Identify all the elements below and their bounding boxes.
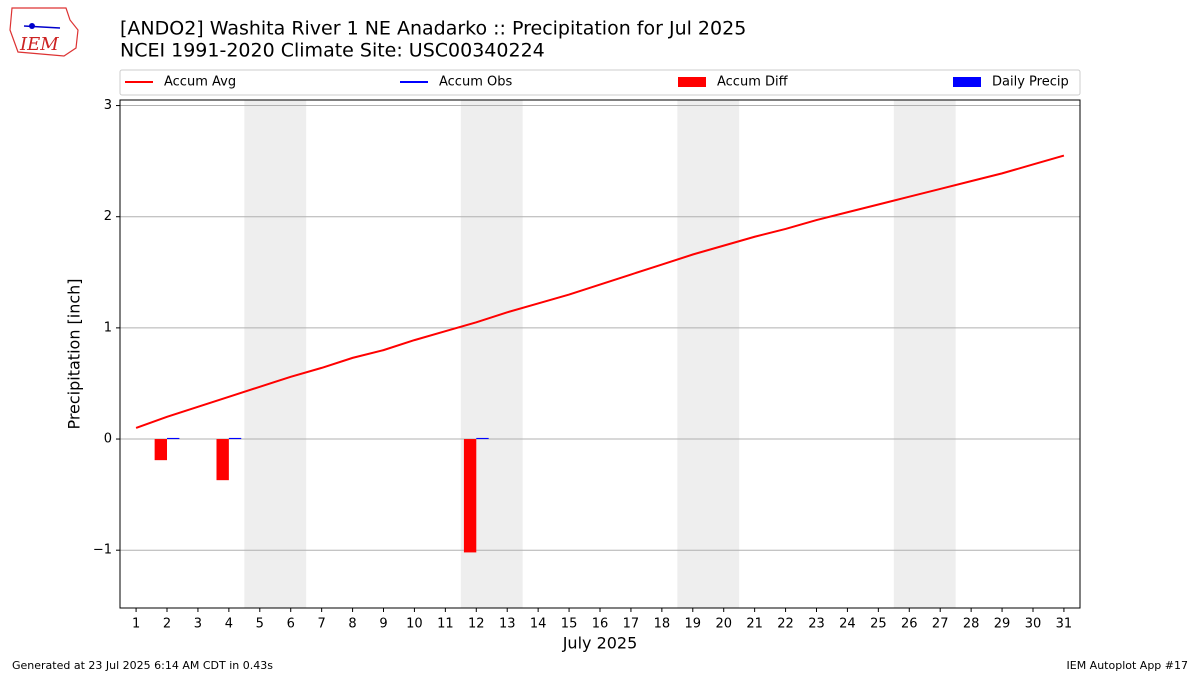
x-tick-label: 22 bbox=[777, 617, 794, 632]
chart-title: [ANDO2] Washita River 1 NE Anadarko :: P… bbox=[120, 18, 746, 40]
y-tick-label: 0 bbox=[104, 432, 112, 447]
x-tick-label: 6 bbox=[287, 617, 295, 632]
weekend-band bbox=[244, 100, 307, 608]
bar bbox=[476, 437, 489, 440]
bar bbox=[228, 437, 242, 440]
legend-box bbox=[119, 69, 1081, 96]
x-tick-label: 17 bbox=[623, 617, 640, 632]
x-tick-label: 2 bbox=[163, 617, 171, 632]
footer-right: IEM Autoplot App #17 bbox=[1067, 659, 1189, 672]
y-tick-label: −1 bbox=[93, 543, 112, 558]
x-tick-label: 30 bbox=[1025, 617, 1042, 632]
legend-label: Accum Avg bbox=[164, 75, 236, 90]
legend-swatch bbox=[953, 77, 981, 87]
legend-label: Accum Diff bbox=[717, 75, 789, 90]
bar bbox=[154, 439, 168, 461]
footer-left: Generated at 23 Jul 2025 6:14 AM CDT in … bbox=[12, 659, 273, 672]
x-tick-label: 27 bbox=[932, 617, 949, 632]
bar bbox=[463, 439, 477, 553]
legend-label: Accum Obs bbox=[439, 75, 512, 90]
x-tick-label: 16 bbox=[592, 617, 609, 632]
chart-subtitle: NCEI 1991-2020 Climate Site: USC00340224 bbox=[120, 40, 545, 62]
y-tick-label: 3 bbox=[104, 98, 112, 113]
x-tick-label: 9 bbox=[379, 617, 387, 632]
bar bbox=[167, 437, 180, 440]
x-tick-label: 23 bbox=[808, 617, 825, 632]
accum-line bbox=[135, 154, 1065, 429]
logo: IEM bbox=[9, 7, 79, 57]
x-tick-label: 11 bbox=[437, 617, 454, 632]
x-tick-label: 19 bbox=[685, 617, 702, 632]
y-tick-label: 2 bbox=[104, 209, 112, 224]
x-tick-label: 18 bbox=[654, 617, 671, 632]
x-tick-label: 1 bbox=[132, 617, 140, 632]
logo-text: IEM bbox=[19, 34, 59, 55]
y-axis-label: Precipitation [inch] bbox=[65, 278, 84, 429]
x-tick-label: 8 bbox=[348, 617, 356, 632]
x-tick-label: 31 bbox=[1056, 617, 1073, 632]
x-tick-label: 21 bbox=[746, 617, 763, 632]
x-tick-label: 14 bbox=[530, 617, 547, 632]
x-tick-label: 7 bbox=[318, 617, 326, 632]
plot-frame bbox=[119, 99, 1081, 609]
legend-swatch bbox=[678, 77, 706, 87]
y-tick-label: 1 bbox=[104, 320, 112, 335]
x-tick-label: 20 bbox=[715, 617, 732, 632]
x-tick-label: 29 bbox=[994, 617, 1011, 632]
x-tick-label: 4 bbox=[225, 617, 233, 632]
x-tick-label: 24 bbox=[839, 617, 856, 632]
bar bbox=[216, 439, 229, 481]
x-axis-label: July 2025 bbox=[562, 634, 638, 653]
x-tick-label: 5 bbox=[256, 617, 264, 632]
x-tick-label: 13 bbox=[499, 617, 516, 632]
x-tick-label: 12 bbox=[468, 617, 485, 632]
x-tick-label: 3 bbox=[194, 617, 202, 632]
weekend-band bbox=[893, 100, 956, 608]
x-tick-label: 10 bbox=[406, 617, 423, 632]
x-tick-label: 26 bbox=[901, 617, 918, 632]
weekend-band bbox=[677, 100, 740, 608]
x-tick-label: 28 bbox=[963, 617, 980, 632]
legend-label: Daily Precip bbox=[992, 75, 1069, 90]
x-tick-label: 15 bbox=[561, 617, 578, 632]
x-tick-label: 25 bbox=[870, 617, 887, 632]
